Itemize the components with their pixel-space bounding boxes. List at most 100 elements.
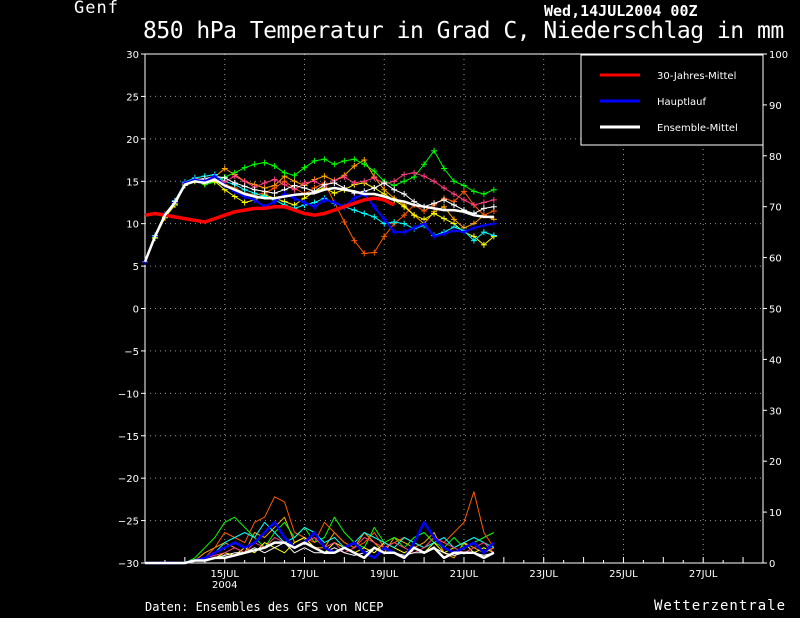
temp-member-3-marker (381, 233, 388, 240)
temp-member-2 (144, 150, 495, 262)
brand-name: Wetterzentrale (654, 598, 787, 614)
temp-member-7-marker (391, 186, 398, 193)
temp-member-6-marker (241, 178, 248, 185)
temp-member-2-marker (490, 186, 497, 193)
y-left-tick-label: 0 (133, 305, 139, 316)
temp-member-3-marker (401, 212, 408, 219)
temp-member-2-marker (341, 157, 348, 164)
temp-main-run-marker (451, 227, 457, 234)
y-left-tick-label: 5 (133, 262, 139, 273)
data-source: Daten: Ensembles des GFS von NCEP (145, 600, 384, 614)
temp-member-7-marker (221, 174, 228, 181)
temp-member-7-marker (371, 185, 378, 192)
temp-member-7-marker (441, 196, 448, 203)
temp-member-2-marker (311, 157, 318, 164)
temp-member-6-marker (361, 178, 368, 185)
temp-member-7-marker (431, 200, 438, 207)
temp-main-run-marker (490, 220, 497, 227)
temp-main-run-marker (351, 195, 358, 202)
station-name: Genf (74, 0, 119, 18)
temp-member-4-marker (331, 190, 338, 197)
temp-member-3-marker (341, 218, 348, 225)
temp-member-6-marker (480, 199, 487, 206)
temp-member-6-marker (460, 196, 467, 203)
y-left-tick-label: 25 (126, 92, 139, 103)
x-tick-label: 15JUL (210, 569, 239, 580)
temp-member-4-marker (401, 203, 408, 210)
temp-member-3-marker (371, 249, 378, 256)
y-left-tick-label: −10 (118, 389, 139, 400)
temp-member-2-marker (371, 168, 378, 175)
y-left-tick-label: 30 (126, 50, 139, 61)
legend-label: Hauptlauf (657, 97, 706, 108)
temp-member-6-marker (451, 190, 457, 197)
temp-member-6-marker (301, 179, 308, 186)
temp-member-1-marker (221, 165, 228, 172)
temp-member-2-marker (470, 188, 477, 195)
temp-main-run-marker (291, 195, 298, 202)
temp-member-2-marker (431, 147, 438, 154)
temp-member-3-marker (460, 188, 467, 195)
temp-member-7-marker (231, 179, 238, 186)
y-left-tick-label: −15 (118, 432, 139, 443)
y-left-tick-label: −5 (124, 347, 139, 358)
temp-member-1-marker (441, 203, 448, 210)
temp-member-6-marker (421, 173, 428, 180)
chart-title: 850 hPa Temperatur in Grad C, Niederschl… (143, 18, 784, 44)
y-left-tick-label: −20 (118, 474, 139, 485)
temp-member-7-marker (241, 183, 248, 190)
y-right-tick-label: 90 (769, 101, 782, 112)
temp-member-4-marker (431, 210, 438, 217)
temp-ensemble-mean (143, 178, 494, 263)
temp-member-2-marker (351, 156, 358, 163)
temp-member-4-marker (241, 199, 248, 206)
temp-main-run-marker (251, 196, 258, 203)
temp-member-4-marker (231, 193, 238, 200)
y-left-tick-label: 10 (126, 220, 139, 231)
y-left-tick-label: 20 (126, 135, 139, 146)
temp-main-run-marker (460, 229, 467, 236)
temp-member-6-marker (311, 178, 318, 185)
temp-member-6-marker (281, 181, 288, 188)
temp-member-7-marker (291, 182, 298, 189)
temp-member-3-marker (361, 250, 368, 257)
temp-member-6-marker (401, 171, 408, 178)
temp-member-6-marker (351, 179, 358, 186)
temp-main-run-marker (301, 199, 308, 206)
temp-member-6-marker (490, 196, 497, 203)
temp-main-run-marker (211, 173, 218, 180)
temp-main-run-marker (391, 229, 398, 236)
temp-member-7-marker (480, 205, 487, 212)
temp-member-6-marker (391, 178, 398, 185)
y-left-tick-label: −30 (118, 559, 139, 570)
x-tick-label: 23JUL (529, 569, 558, 580)
temp-member-5-marker (391, 218, 398, 225)
temp-member-2-marker (421, 161, 428, 168)
temp-main-run-marker (331, 199, 338, 206)
temp-member-6-marker (341, 174, 348, 181)
temp-member-1-marker (321, 173, 328, 180)
y-right-tick-label: 50 (769, 305, 782, 316)
temp-member-5-marker (470, 237, 477, 244)
x-tick-label: 25JUL (609, 569, 638, 580)
temp-member-6-marker (371, 174, 378, 181)
temp-member-2-marker (241, 164, 248, 171)
temp-member-1-marker (351, 162, 358, 169)
temp-member-5-marker (490, 232, 497, 239)
temp-member-2-marker (441, 165, 448, 172)
temp-member-2-marker (480, 190, 487, 197)
temp-member-6-marker (441, 185, 448, 192)
temp-main-run-marker (470, 224, 477, 231)
temp-member-2-marker (271, 162, 278, 169)
temp-member-7-marker (251, 186, 258, 193)
temp-member-2-marker (451, 178, 457, 185)
y-left-tick-label: 15 (126, 177, 139, 188)
temp-member-2-marker (251, 161, 258, 168)
legend: 30-Jahres-Mittel Hauptlauf Ensemble-Mittel (580, 54, 764, 146)
y-right-tick-label: 20 (769, 457, 782, 468)
y-right-tick-label: 100 (769, 50, 788, 61)
temp-member-5-marker (361, 210, 368, 217)
x-tick-label: 21JUL (450, 569, 479, 580)
temp-member-7-marker (321, 181, 328, 188)
